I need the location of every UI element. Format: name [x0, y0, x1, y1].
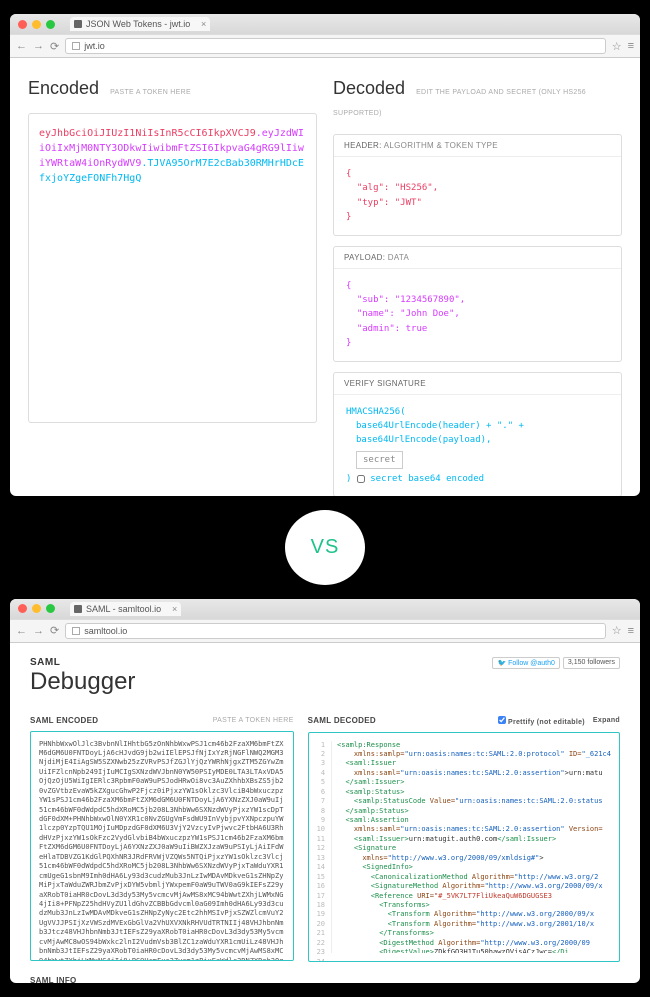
saml-encoded-column: SAML ENCODED PASTE A TOKEN HERE PHNhbWxw…	[30, 716, 294, 962]
tab-title: SAML - samltool.io	[86, 604, 161, 614]
url-text: samltool.io	[84, 626, 127, 636]
prettify-checkbox[interactable]: Prettify (not editable)	[498, 716, 585, 726]
twitter-badge: 🐦 Follow @auth0 3,150 followers	[492, 657, 620, 669]
encoded-sub: PASTE A TOKEN HERE	[110, 89, 191, 96]
secret-b64-checkbox[interactable]	[357, 475, 365, 483]
browser-tab[interactable]: JSON Web Tokens - jwt.io ×	[70, 17, 210, 31]
saml-encoded-title: SAML ENCODED	[30, 716, 98, 725]
signature-body[interactable]: HMACSHA256( base64UrlEncode(header) + ".…	[334, 395, 621, 496]
close-dot[interactable]	[18, 20, 27, 29]
minimize-dot[interactable]	[32, 604, 41, 613]
saml-info-title: SAML INFO	[30, 976, 620, 983]
vs-badge: VS	[285, 510, 365, 585]
menu-icon[interactable]: ≡	[628, 40, 634, 52]
menu-icon[interactable]: ≡	[628, 625, 634, 637]
encoded-column: Encoded PASTE A TOKEN HERE eyJhbGciOiJIU…	[28, 78, 317, 496]
follow-button[interactable]: 🐦 Follow @auth0	[492, 657, 559, 669]
saml-decoded-title: SAML DECODED	[308, 716, 376, 725]
saml-decoded-box[interactable]: 1234567891011121314151617181920212223242…	[308, 732, 620, 962]
window-titlebar: JSON Web Tokens - jwt.io ×	[10, 14, 640, 34]
token-header: eyJhbGciOiJIUzI1NiIsInR5cCI6IkpXVCJ9	[39, 128, 256, 139]
nav-bar: ← → ⟳ samltool.io ☆ ≡	[10, 619, 640, 643]
page-heading: Debugger	[30, 668, 135, 696]
maximize-dot[interactable]	[46, 604, 55, 613]
breadcrumb: SAML	[30, 657, 135, 668]
encoded-token-box[interactable]: eyJhbGciOiJIUzI1NiIsInR5cCI6IkpXVCJ9.eyJ…	[28, 113, 317, 423]
tab-title: JSON Web Tokens - jwt.io	[86, 19, 190, 29]
decoded-column: Decoded EDIT THE PAYLOAD AND SECRET (ONL…	[333, 78, 622, 496]
favicon-icon	[74, 605, 82, 613]
tab-close-icon[interactable]: ×	[172, 604, 177, 614]
bookmark-icon[interactable]: ☆	[612, 40, 622, 53]
url-input[interactable]: samltool.io	[65, 623, 605, 639]
header-section: HEADER: ALGORITHM & TOKEN TYPE { "alg": …	[333, 134, 622, 236]
url-input[interactable]: jwt.io	[65, 38, 605, 54]
tab-close-icon[interactable]: ×	[201, 19, 206, 29]
saml-content: SAML Debugger 🐦 Follow @auth0 3,150 foll…	[10, 643, 640, 983]
follower-count: 3,150 followers	[563, 657, 620, 669]
payload-json[interactable]: { "sub": "1234567890", "name": "John Doe…	[334, 269, 621, 361]
page-icon	[72, 42, 80, 50]
back-icon[interactable]: ←	[16, 625, 27, 637]
decoded-title: Decoded EDIT THE PAYLOAD AND SECRET (ONL…	[333, 78, 622, 120]
secret-input[interactable]: secret	[356, 451, 403, 469]
forward-icon[interactable]: →	[33, 625, 44, 637]
reload-icon[interactable]: ⟳	[50, 624, 59, 637]
header-json[interactable]: { "alg": "HS256", "typ": "JWT" }	[334, 157, 621, 235]
signature-section: VERIFY SIGNATURE HMACSHA256( base64UrlEn…	[333, 372, 622, 496]
payload-section: PAYLOAD: DATA { "sub": "1234567890", "na…	[333, 246, 622, 362]
jwt-browser-window: JSON Web Tokens - jwt.io × ← → ⟳ jwt.io …	[10, 14, 640, 496]
saml-decoded-column: SAML DECODED Prettify (not editable) Exp…	[308, 716, 620, 962]
saml-browser-window: SAML - samltool.io × ← → ⟳ samltool.io ☆…	[10, 599, 640, 983]
bookmark-icon[interactable]: ☆	[612, 624, 622, 637]
forward-icon[interactable]: →	[33, 40, 44, 52]
page-icon	[72, 627, 80, 635]
minimize-dot[interactable]	[32, 20, 41, 29]
browser-tab[interactable]: SAML - samltool.io ×	[70, 602, 181, 616]
nav-bar: ← → ⟳ jwt.io ☆ ≡	[10, 34, 640, 58]
back-icon[interactable]: ←	[16, 40, 27, 52]
expand-button[interactable]: Expand	[593, 717, 620, 724]
maximize-dot[interactable]	[46, 20, 55, 29]
jwt-content: Encoded PASTE A TOKEN HERE eyJhbGciOiJIU…	[10, 58, 640, 496]
url-text: jwt.io	[84, 41, 105, 51]
close-dot[interactable]	[18, 604, 27, 613]
saml-encoded-box[interactable]: PHNhbWxwOlJlc3BvbnNlIHhtbG5zOnNhbWxwPSJ1…	[30, 731, 294, 961]
encoded-title: Encoded PASTE A TOKEN HERE	[28, 78, 317, 99]
favicon-icon	[74, 20, 82, 28]
window-titlebar: SAML - samltool.io ×	[10, 599, 640, 619]
reload-icon[interactable]: ⟳	[50, 40, 59, 53]
saml-encoded-sub: PASTE A TOKEN HERE	[213, 717, 294, 724]
